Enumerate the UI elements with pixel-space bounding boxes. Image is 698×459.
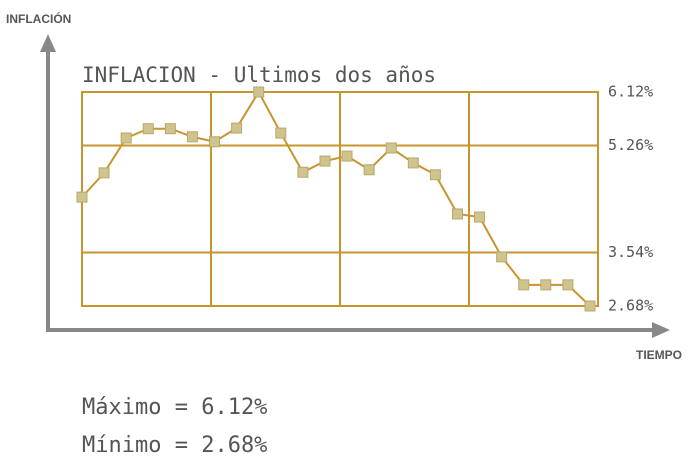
x-axis-label: TIEMPO — [636, 348, 682, 362]
point-marker — [319, 155, 331, 167]
y-tick-label: 5.26% — [608, 136, 653, 154]
point-marker — [363, 164, 375, 176]
x-axis-arrow — [652, 322, 670, 338]
point-marker — [474, 211, 486, 223]
y-tick-label: 2.68% — [608, 297, 653, 315]
point-marker — [562, 279, 574, 291]
point-marker — [120, 132, 132, 144]
min-note: Mínimo = 2.68% — [82, 433, 267, 458]
y-axis-arrow — [40, 34, 56, 52]
point-marker — [540, 279, 552, 291]
point-marker — [76, 191, 88, 203]
point-marker — [496, 251, 508, 263]
point-marker — [275, 127, 287, 139]
point-marker — [451, 208, 463, 220]
point-marker — [164, 123, 176, 135]
y-tick-label: 3.54% — [608, 243, 653, 261]
point-marker — [231, 122, 243, 134]
point-marker — [142, 123, 154, 135]
y-tick-label: 6.12% — [608, 83, 653, 101]
point-marker — [584, 300, 596, 312]
point-marker — [98, 167, 110, 179]
point-marker — [385, 142, 397, 154]
point-marker — [429, 169, 441, 181]
y-axis-label: INFLACIÓN — [6, 11, 71, 26]
point-marker — [297, 166, 309, 178]
point-marker — [253, 86, 265, 98]
point-marker — [209, 136, 221, 148]
series-line — [81, 89, 591, 307]
max-note: Máximo = 6.12% — [82, 395, 267, 420]
point-marker — [407, 157, 419, 169]
chart-title: INFLACION - Ultimos dos años — [82, 63, 436, 87]
point-marker — [518, 279, 530, 291]
point-marker — [341, 150, 353, 162]
plot-frame — [81, 91, 599, 307]
point-marker — [186, 131, 198, 143]
